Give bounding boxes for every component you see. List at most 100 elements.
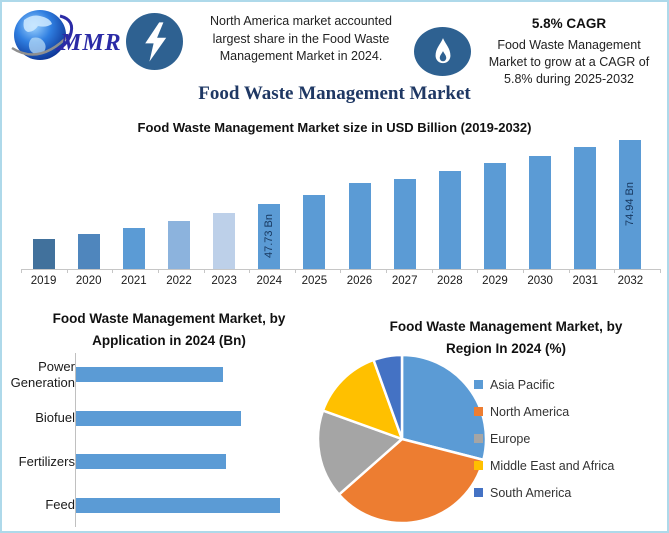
legend-label: North America	[490, 404, 570, 419]
legend-label: Asia Pacific	[490, 377, 555, 392]
flame-icon	[414, 27, 471, 76]
bar-column-2026	[337, 183, 382, 269]
hbar-row: Feed	[10, 483, 320, 527]
region-chart-title: Food Waste Management Market, by Region …	[345, 316, 667, 360]
legend-label: Middle East and Africa	[490, 458, 615, 473]
bar-column-2021	[111, 228, 156, 269]
note-line: largest share in the Food Waste	[212, 31, 390, 46]
cagr-heading: 5.8% CAGR	[531, 16, 607, 31]
note-line: Food Waste Management	[497, 38, 641, 52]
x-label-2026: 2026	[346, 275, 373, 287]
bar-column-2022	[156, 221, 201, 269]
axis-tick	[387, 270, 433, 273]
note-line: North America market accounted	[209, 14, 393, 28]
globe-icon	[11, 10, 74, 60]
axis-tick	[113, 270, 159, 273]
hbar-label: Fertilizers	[18, 453, 75, 469]
pie-slice-asia-pacific	[400, 353, 488, 462]
pie-slice-north-america	[337, 437, 485, 525]
title-line: Region In 2024 (%)	[445, 341, 567, 356]
note-line: Market to grow at a CAGR of	[488, 55, 650, 69]
bar-2021	[122, 228, 145, 269]
x-label-2021: 2021	[121, 275, 147, 287]
axis-tick	[296, 270, 342, 273]
bar-column-2029	[472, 163, 517, 269]
legend-swatch	[474, 434, 483, 443]
hbar-label: Biofuel	[35, 410, 75, 426]
pie-slice-south-america	[372, 353, 404, 441]
bar-2025	[303, 195, 326, 269]
x-label-2023: 2023	[211, 275, 237, 287]
hbar-fertilizers	[76, 454, 226, 470]
legend-label: South America	[490, 485, 572, 500]
x-label-2025: 2025	[301, 275, 328, 287]
region-pie-chart	[314, 351, 490, 527]
axis-tick	[341, 270, 388, 273]
mmr-logo: MMR	[8, 6, 128, 66]
bar-2023	[213, 213, 236, 269]
bar-column-2027	[382, 179, 427, 269]
bar-2022	[167, 221, 190, 269]
x-label-2030: 2030	[527, 275, 553, 287]
bar-column-2020	[66, 234, 111, 269]
title-line: Application in 2024 (Bn)	[92, 333, 246, 348]
bar-chart-title: Food Waste Management Market size in USD…	[137, 120, 532, 135]
application-bar-chart: Power Generation Biofuel Fertilizers Feed	[10, 353, 320, 527]
axis-tick	[478, 270, 525, 273]
axis-tick	[433, 270, 479, 273]
axis-tick	[22, 270, 68, 273]
bar-column-2019	[21, 239, 66, 269]
x-axis	[21, 269, 661, 273]
hbar-row: Fertilizers	[10, 440, 320, 484]
x-label-2020: 2020	[75, 275, 102, 287]
legend-item: Asia Pacific	[474, 377, 614, 392]
hbar-track	[75, 396, 320, 440]
x-label-2031: 2031	[572, 275, 599, 287]
axis-tick	[159, 270, 205, 273]
x-label-2019: 2019	[30, 275, 57, 287]
hbar-power-generation	[76, 367, 223, 383]
bar-2019	[32, 239, 55, 269]
hbar-feed	[76, 497, 280, 513]
pie	[316, 353, 488, 525]
bar-2031	[574, 147, 597, 269]
bar-2028	[438, 171, 461, 269]
axis-tick	[205, 270, 251, 273]
bar-column-2030	[518, 156, 563, 269]
legend-item: Europe	[474, 432, 614, 446]
bar-2020	[77, 234, 100, 269]
note-line: Management Market in 2024.	[219, 49, 383, 63]
header-cagr-note: 5.8% CAGR Food Waste Management Market t…	[470, 15, 667, 88]
page-title: Food Waste Management Market	[198, 83, 471, 104]
bar-2024: 47.73 Bn	[258, 204, 281, 269]
legend-swatch	[474, 461, 483, 470]
bar-2029	[483, 163, 506, 269]
title-line: Food Waste Management Market, by	[389, 319, 623, 334]
hbar-label: Power Generation	[10, 358, 75, 390]
bar-data-label: 74.94 Bn	[624, 182, 637, 227]
hbar-biofuel	[76, 410, 241, 426]
axis-tick	[524, 270, 570, 273]
legend-item: Middle East and Africa	[474, 458, 615, 473]
x-label-2029: 2029	[482, 275, 508, 287]
bar-data-label: 47.73 Bn	[263, 214, 276, 259]
bar-2032: 74.94 Bn	[619, 140, 642, 269]
hbar-track	[75, 483, 320, 527]
bar-2026	[348, 183, 371, 269]
note-line: 5.8% during 2025-2032	[504, 72, 634, 86]
axis-tick	[250, 270, 296, 273]
bar-2030	[529, 156, 552, 269]
bar-column-2025	[292, 195, 337, 269]
hbar-label: Feed	[45, 497, 75, 513]
title-line: Food Waste Management Market, by	[52, 311, 286, 326]
axis-tick	[570, 270, 616, 273]
pie-legend: Asia Pacific North America Europe Middle Ea…	[474, 378, 614, 513]
pie-slice-middle-east-and-africa	[321, 358, 404, 441]
x-label-2024: 2024	[256, 275, 283, 287]
axis-tick	[615, 270, 661, 273]
hbar-row: Biofuel	[10, 396, 320, 440]
bar-column-2032: 74.94 Bn	[608, 140, 653, 269]
legend-swatch	[474, 488, 483, 497]
bar-2027	[393, 179, 416, 269]
